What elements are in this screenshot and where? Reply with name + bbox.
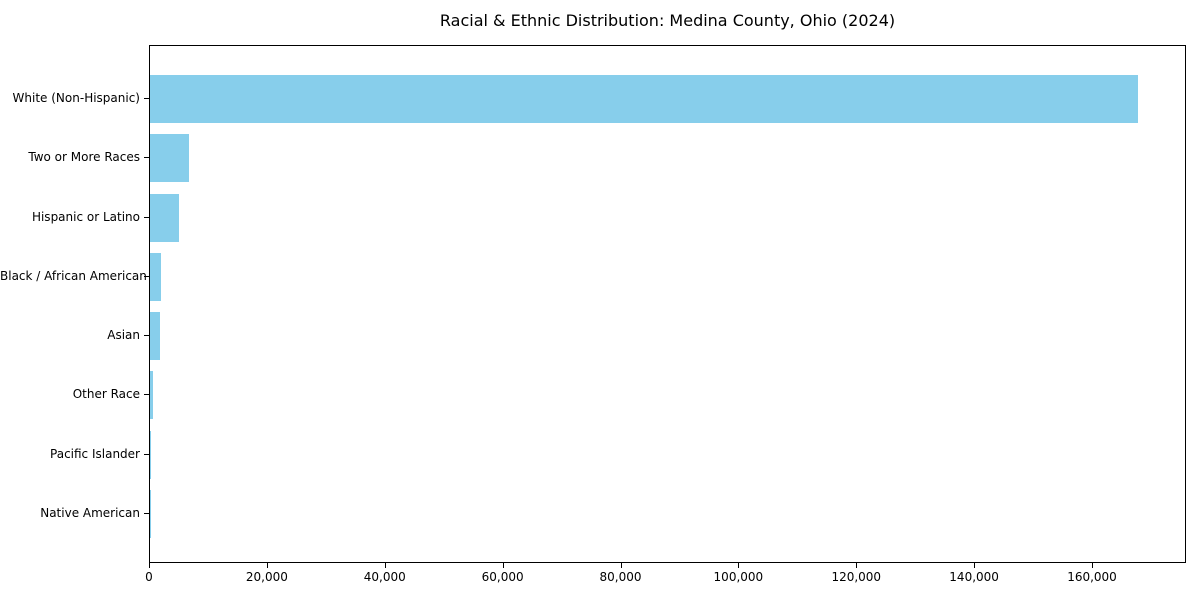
x-axis-tick-label: 160,000: [1067, 570, 1117, 584]
y-tick-mark: [144, 453, 149, 455]
x-axis-tick-label: 140,000: [949, 570, 999, 584]
chart-title: Racial & Ethnic Distribution: Medina Cou…: [439, 11, 896, 30]
x-tick-mark: [1092, 563, 1093, 568]
bar: [150, 134, 189, 183]
y-tick-mark: [144, 335, 149, 337]
x-tick-mark: [266, 563, 268, 568]
x-axis-tick-label: 60,000: [481, 570, 524, 584]
x-axis-tick-label: 120,000: [831, 570, 882, 584]
y-axis-label: Hispanic or Latino: [31, 209, 140, 224]
y-tick-mark: [144, 394, 149, 396]
y-tick-mark: [144, 216, 149, 218]
y-tick-mark: [144, 513, 149, 514]
y-axis-label: White (Non-Hispanic): [12, 91, 140, 105]
bar: [150, 252, 162, 301]
y-axis-label: Asian: [107, 328, 140, 343]
x-axis-tick-label: 40,000: [363, 570, 406, 584]
x-axis-tick-label: 0: [145, 570, 153, 584]
bar: [150, 75, 1138, 123]
y-axis-label: Native American: [40, 506, 140, 520]
bar: [150, 312, 161, 361]
plot-area: [149, 45, 1186, 563]
y-axis-label: Other Race: [72, 387, 140, 402]
x-axis-tick-label: 20,000: [245, 570, 288, 584]
y-axis-label: Black / African American: [0, 268, 147, 283]
y-tick-mark: [144, 157, 149, 159]
x-tick-mark: [620, 563, 622, 568]
x-tick-mark: [384, 563, 386, 568]
bar: [150, 193, 180, 242]
bar: [150, 371, 153, 420]
x-tick-mark: [856, 563, 858, 568]
x-tick-mark: [974, 563, 976, 568]
x-tick-mark: [149, 563, 150, 568]
x-axis-tick-label: 100,000: [713, 570, 764, 584]
x-axis-tick-label: 80,000: [599, 570, 642, 584]
y-tick-mark: [144, 98, 149, 99]
y-axis-label: Two or More Races: [28, 150, 140, 165]
y-axis-label: Pacific Islander: [50, 446, 140, 461]
y-tick-mark: [144, 275, 149, 277]
x-tick-mark: [502, 563, 504, 568]
x-tick-mark: [738, 563, 740, 568]
